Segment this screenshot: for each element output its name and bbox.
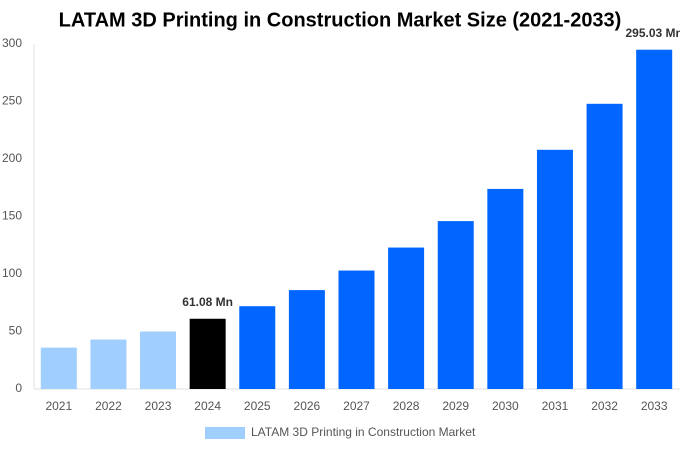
y-tick-label: 150 [2, 209, 22, 223]
x-tick-label: 2029 [442, 399, 469, 413]
data-label: 61.08 Mn [182, 295, 233, 309]
bar [487, 188, 524, 389]
bar [388, 247, 425, 389]
x-tick-label: 2028 [393, 399, 420, 413]
bar [338, 270, 375, 389]
bar [239, 306, 276, 389]
x-tick-label: 2024 [194, 399, 221, 413]
bar [90, 339, 127, 389]
bar [140, 331, 177, 389]
x-tick-label: 2022 [95, 399, 122, 413]
y-tick-label: 0 [15, 381, 22, 395]
x-tick-label: 2027 [343, 399, 370, 413]
bar [40, 347, 77, 389]
bar [288, 290, 325, 389]
bar [536, 149, 573, 389]
x-tick-label: 2021 [45, 399, 72, 413]
x-tick-label: 2026 [294, 399, 321, 413]
legend-label: LATAM 3D Printing in Construction Market [251, 425, 476, 439]
y-tick-label: 100 [2, 266, 22, 280]
data-label: 295.03 Mn [626, 26, 680, 40]
bar [586, 103, 623, 390]
y-tick-label: 200 [2, 151, 22, 165]
y-tick-label: 50 [9, 324, 23, 338]
y-tick-label: 300 [2, 36, 22, 50]
x-tick-label: 2031 [542, 399, 569, 413]
legend-swatch [205, 427, 245, 439]
bar [189, 318, 226, 389]
x-tick-label: 2023 [145, 399, 172, 413]
bar [437, 221, 474, 389]
bar [636, 49, 673, 389]
chart-title: LATAM 3D Printing in Construction Market… [59, 9, 622, 31]
x-tick-label: 2030 [492, 399, 519, 413]
y-tick-label: 250 [2, 94, 22, 108]
x-tick-label: 2032 [591, 399, 618, 413]
x-tick-label: 2033 [641, 399, 668, 413]
x-tick-label: 2025 [244, 399, 271, 413]
